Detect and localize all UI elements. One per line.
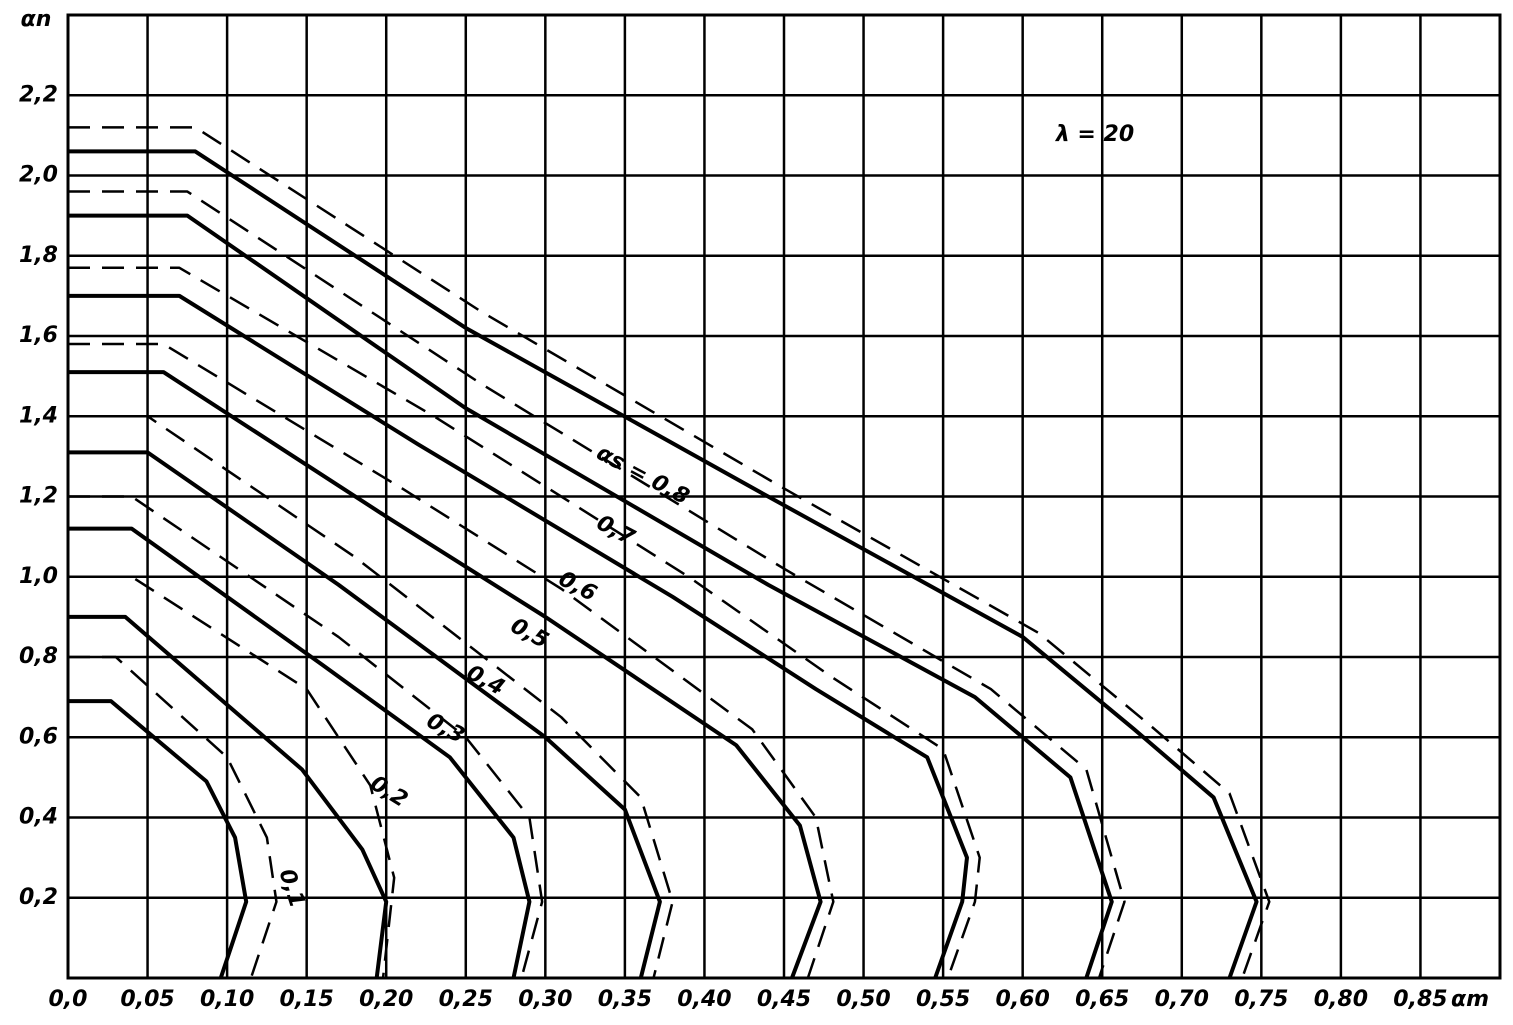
curve-label: 0,1: [274, 866, 310, 911]
y-axis-label: αn: [21, 7, 52, 32]
dashed-curve: [68, 126, 1271, 979]
y-tick-label: 1,8: [19, 243, 58, 268]
x-tick-label: 0,0: [49, 987, 88, 1012]
dashed-curve: [68, 575, 396, 979]
curve-label: αs = 0,8: [592, 441, 693, 510]
annotation: λ = 20: [1055, 122, 1134, 147]
dashed-curve: [68, 266, 981, 979]
x-tick-label: 0,10: [200, 987, 254, 1012]
x-tick-label: 0,35: [598, 987, 652, 1012]
y-tick-label: 1,0: [19, 564, 58, 589]
x-tick-label: 0,85: [1393, 987, 1447, 1012]
y-tick-label: 2,2: [19, 82, 58, 107]
solid-curve: [68, 370, 823, 979]
x-tick-label: 0,25: [439, 987, 493, 1012]
x-tick-label: 0,15: [280, 987, 334, 1012]
x-tick-label: 0,55: [916, 987, 970, 1012]
solid-curve: [68, 293, 969, 979]
y-tick-label: 1,6: [19, 323, 58, 348]
x-tick-label: 0,60: [996, 987, 1050, 1012]
x-tick-label: 0,70: [1155, 987, 1209, 1012]
x-tick-label: 0,75: [1234, 987, 1288, 1012]
y-tick-label: 1,2: [19, 484, 58, 509]
y-tick-label: 0,8: [19, 644, 58, 669]
dashed-curve: [68, 190, 1126, 979]
dashed-curve: [68, 655, 278, 979]
x-tick-label: 0,30: [518, 987, 572, 1012]
x-axis-label: αm: [1451, 987, 1489, 1012]
solid-curve: [68, 213, 1114, 979]
solid-curve: [68, 450, 662, 979]
solid-curve: [68, 149, 1259, 979]
x-tick-label: 0,80: [1314, 987, 1368, 1012]
dashed-curve: [68, 415, 674, 979]
y-tick-label: 2,0: [19, 163, 58, 188]
x-tick-label: 0,40: [677, 987, 731, 1012]
solid-curve: [68, 614, 389, 979]
x-tick-label: 0,20: [359, 987, 413, 1012]
dashed-curve: [68, 495, 544, 979]
x-tick-label: 0,65: [1075, 987, 1129, 1012]
x-tick-label: 0,50: [836, 987, 890, 1012]
curve-label: 0,4: [462, 661, 508, 701]
y-tick-label: 1,4: [19, 403, 58, 428]
y-tick-label: 0,2: [19, 885, 58, 910]
x-tick-label: 0,45: [757, 987, 811, 1012]
dashed-curve: [68, 342, 835, 979]
x-tick-label: 0,05: [120, 987, 174, 1012]
y-tick-label: 0,6: [19, 724, 58, 749]
y-tick-label: 0,4: [19, 805, 58, 830]
solid-curve: [68, 526, 532, 979]
solid-curve: [68, 699, 249, 979]
